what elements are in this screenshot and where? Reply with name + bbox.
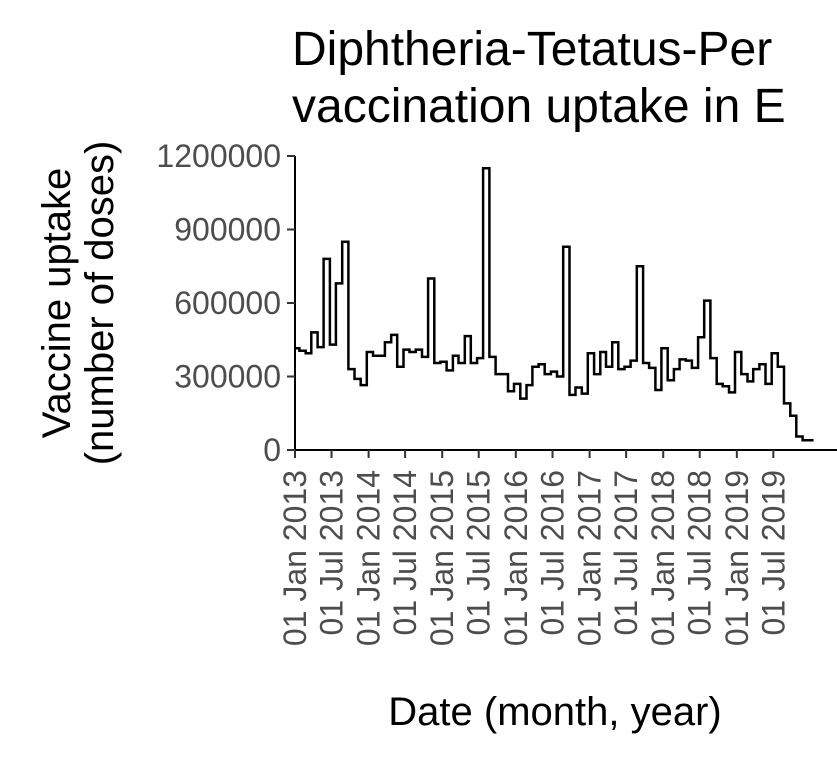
y-tick-label: 1200000 [156,138,281,174]
series-layer [295,167,814,442]
y-axis-title-line-1: Vaccine uptake [35,168,79,439]
x-tick-label: 01 Jul 2018 [682,470,718,635]
chart-title-line-1: Diphtheria-Tetatus-Per [292,23,772,76]
series-step-line [295,167,814,442]
y-tick-label: 300000 [174,359,281,395]
y-axis-title: Vaccine uptake (number of doses) [35,141,122,466]
x-tick-label: 01 Jan 2019 [719,470,755,646]
x-tick-label: 01 Jan 2013 [277,470,313,646]
x-tick-label: 01 Jan 2018 [645,470,681,646]
x-tick-label: 01 Jan 2017 [572,470,608,646]
x-tick-label: 01 Jul 2019 [755,470,791,635]
y-tick-label: 900000 [174,212,281,248]
x-tick-label: 01 Jul 2013 [314,470,350,635]
x-tick-label: 01 Jul 2016 [535,470,571,635]
y-ticks: 0 300000 600000 900000 1200000 [156,138,295,468]
x-tick-label: 01 Jul 2014 [387,470,423,635]
y-tick-label: 600000 [174,285,281,321]
x-tick-label: 01 Jul 2015 [461,470,497,635]
y-axis-title-line-2: (number of doses) [78,141,122,466]
y-tick-label: 0 [263,432,281,468]
x-tick-label: 01 Jul 2017 [608,470,644,635]
x-tick-label: 01 Jan 2016 [498,470,534,646]
chart-title-line-2: vaccination uptake in E [292,80,786,133]
x-ticks: 01 Jan 2013 01 Jul 2013 01 Jan 2014 01 Jul … [277,450,791,646]
x-tick-label: 01 Jan 2014 [351,470,387,646]
x-axis-title: Date (month, year) [388,690,721,734]
x-tick-label: 01 Jan 2015 [424,470,460,646]
